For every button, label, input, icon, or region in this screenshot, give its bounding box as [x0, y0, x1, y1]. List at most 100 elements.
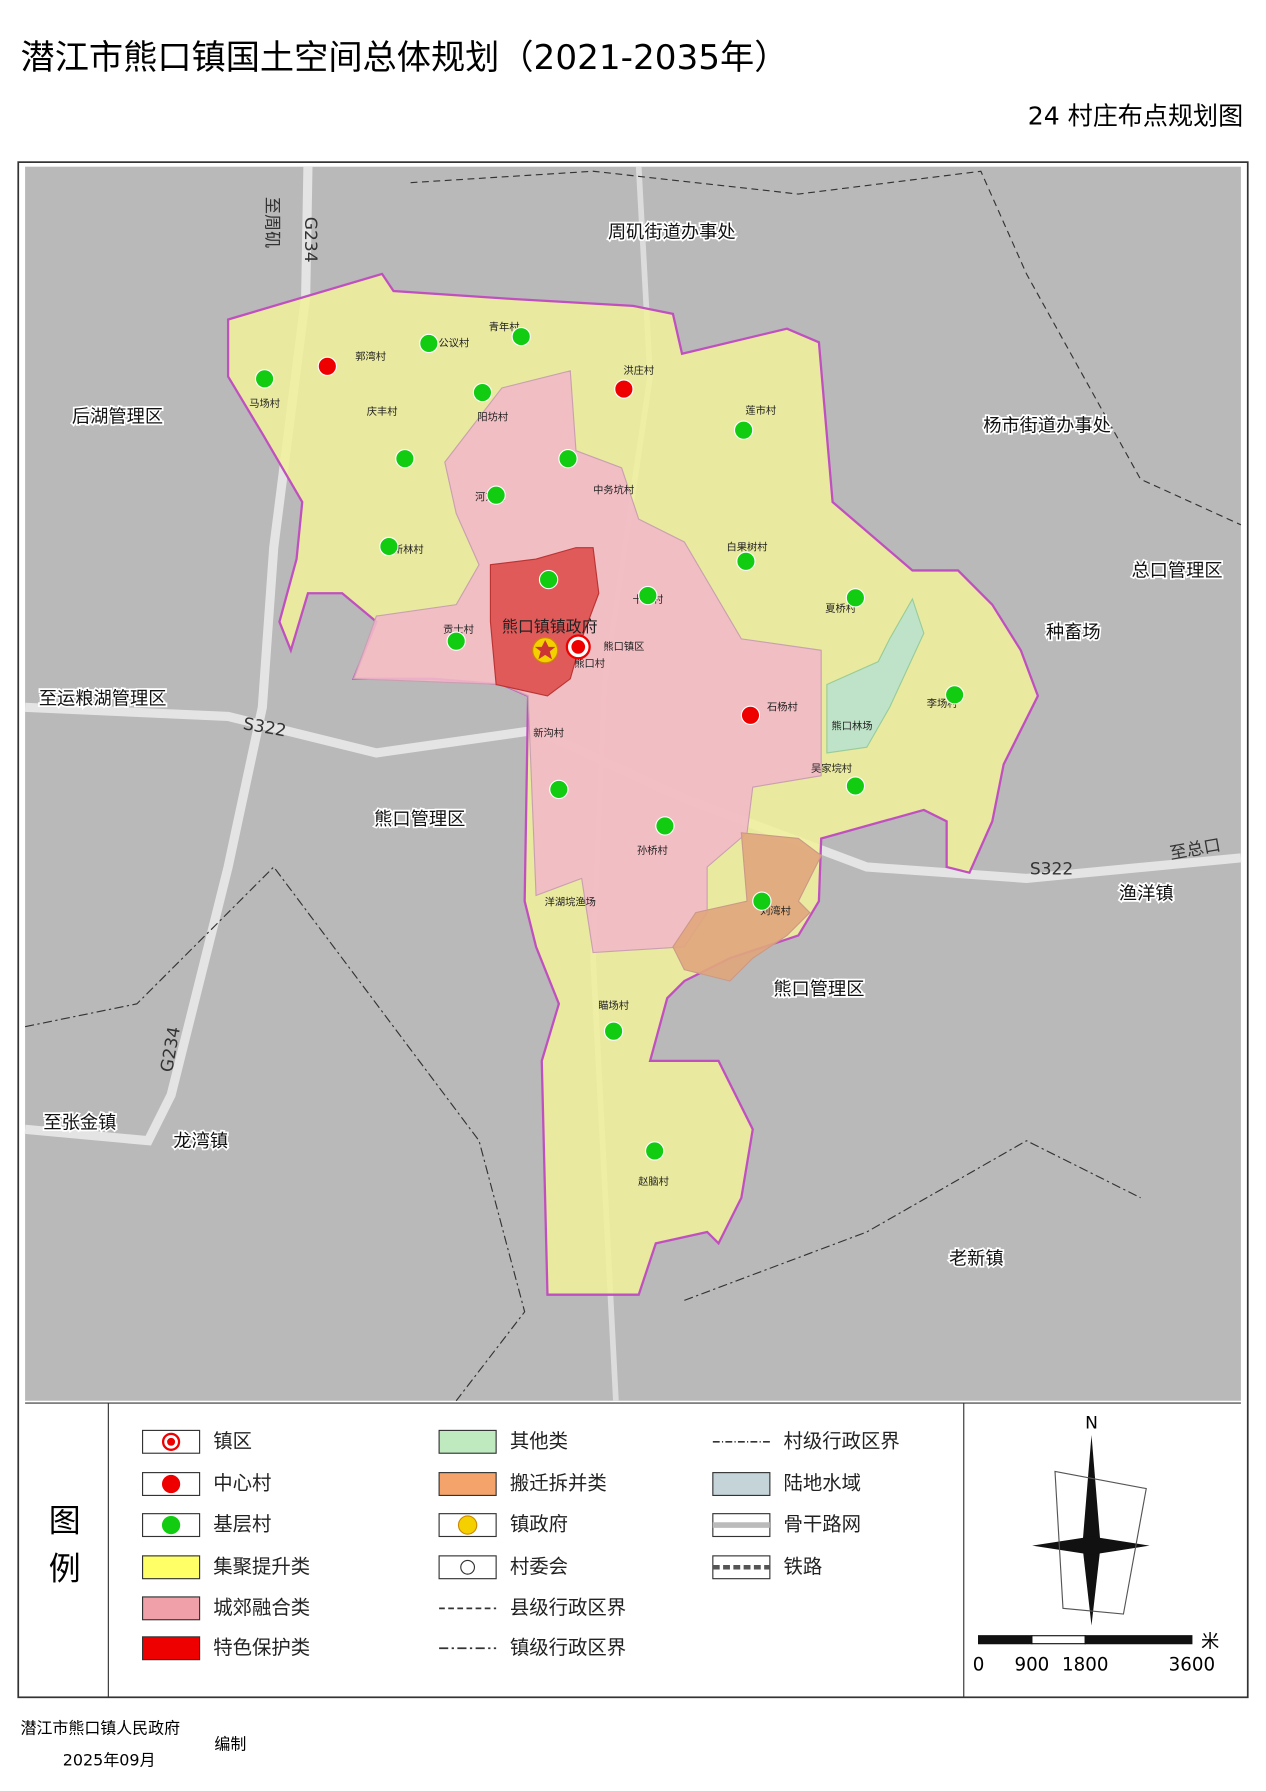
legend-label: 搬迁拆并类	[510, 1472, 607, 1495]
road-label: S322	[1030, 859, 1073, 879]
other-area	[826, 597, 925, 754]
region-label: 渔洋镇	[1119, 883, 1174, 904]
region-label: 至张金镇	[43, 1113, 116, 1134]
scale-tick-label: 0	[973, 1654, 985, 1675]
legend-label: 县级行政区界	[510, 1596, 626, 1619]
scale-segment	[978, 1635, 1033, 1645]
village-dot	[944, 685, 965, 705]
gov-star	[534, 640, 556, 660]
region-label: 总口管理区	[1131, 561, 1222, 582]
legend-swatch	[141, 1555, 201, 1580]
county-boundary	[410, 170, 1242, 526]
village-label: 新沟村	[533, 727, 564, 740]
region-label: 种畜场	[1046, 622, 1101, 643]
village-dot	[538, 569, 559, 590]
legend-label: 城郊融合类	[213, 1596, 310, 1619]
legend-label: 基层村	[213, 1513, 271, 1536]
legend-label: 村委会	[510, 1555, 568, 1578]
legend-swatch	[438, 1472, 497, 1496]
village-label: 白果树村	[727, 541, 768, 554]
legend-label: 村级行政区界	[784, 1429, 900, 1452]
subtitle: 24 村庄布点规划图	[1028, 102, 1243, 131]
village-dot	[317, 356, 338, 376]
region-label: 熊口管理区	[374, 809, 465, 830]
scale-segment	[1084, 1635, 1193, 1645]
village-label: 中务坑村	[593, 484, 634, 497]
scale-tick-label: 1800	[1062, 1654, 1108, 1675]
legend-symbol	[161, 1474, 181, 1494]
village-label: 熊口镇镇政府	[502, 617, 598, 636]
legend-label: 骨干路网	[784, 1513, 862, 1536]
village-dot	[254, 369, 275, 389]
village-label: 洪庄村	[623, 364, 654, 377]
village-label: 郭湾村	[355, 350, 386, 363]
legend-label: 特色保护类	[213, 1636, 310, 1659]
village-dot	[733, 420, 754, 440]
town-symbol	[571, 640, 586, 654]
region-label: 至运粮湖管理区	[39, 688, 167, 709]
legend-symbol	[460, 1559, 476, 1575]
village-label: 吴家垸村	[811, 762, 852, 775]
village-label: 孙桥村	[637, 844, 668, 857]
legend-label: 其他类	[510, 1429, 568, 1452]
frame	[17, 161, 1249, 1699]
village-dot	[511, 326, 531, 347]
legend-swatch	[438, 1429, 497, 1454]
legend-symbol	[161, 1515, 181, 1535]
village-label: 熊口村	[574, 657, 605, 670]
village-dot	[472, 382, 493, 403]
village-label: 洋湖垸渔场	[545, 895, 596, 908]
legend-label: 中心村	[213, 1472, 271, 1495]
map	[24, 166, 1242, 1402]
village-label: 青年村	[489, 321, 520, 334]
road-label: G234	[300, 217, 320, 263]
village-dot	[845, 776, 866, 796]
village-label: 新林村	[393, 543, 424, 556]
village-label: 夏桥村	[825, 602, 856, 615]
footer-date: 2025年09月	[63, 1751, 156, 1770]
legend-label: 镇级行政区界	[510, 1636, 626, 1659]
legend-title: 图例	[44, 1503, 82, 1599]
legend-symbol	[457, 1515, 478, 1535]
village-label: 石杨村	[767, 700, 798, 713]
relocation-area	[672, 832, 822, 982]
legend-label: 镇区	[213, 1429, 252, 1452]
village-dot	[603, 1021, 624, 1041]
scale-tick-label: 900	[1014, 1654, 1049, 1675]
village-dot	[486, 485, 506, 505]
village-dot	[644, 1141, 665, 1161]
village-dot	[614, 379, 634, 399]
suburban-area	[352, 370, 822, 954]
village-label: 莲市村	[745, 404, 776, 417]
village-label: 公议村	[439, 336, 470, 349]
legend-label: 集聚提升类	[213, 1555, 310, 1578]
legend-label: 镇政府	[510, 1513, 568, 1536]
village-dot	[740, 705, 761, 725]
legend-symbol	[167, 1437, 176, 1446]
legend-swatch	[712, 1472, 771, 1496]
village-label: 熊口镇区	[603, 640, 644, 653]
compass-needle	[1082, 1434, 1101, 1626]
road-label: 至周矶	[261, 197, 281, 248]
legend-swatch	[141, 1636, 201, 1661]
village-dot	[395, 448, 415, 469]
legend-label: 铁路	[784, 1555, 823, 1578]
village-label: 熊口林场	[831, 720, 872, 733]
village-dot	[549, 779, 569, 800]
village-label: 贡士村	[443, 623, 474, 636]
town-boundary	[24, 866, 1141, 1402]
village-dot	[558, 448, 578, 469]
scale-tick-label: 3600	[1169, 1654, 1215, 1675]
village-label: 庆丰村	[367, 405, 398, 418]
village-dot	[419, 333, 439, 354]
village-dot	[655, 816, 675, 836]
compass-north: N	[1085, 1414, 1098, 1434]
village-dot	[379, 536, 399, 557]
legend-swatch	[141, 1596, 201, 1621]
scale-unit: 米	[1201, 1632, 1219, 1653]
region-label: 后湖管理区	[72, 407, 163, 428]
region-label: 龙湾镇	[173, 1131, 228, 1152]
compass-needle	[1054, 1470, 1147, 1615]
region-label: 周矶街道办事处	[608, 222, 736, 243]
